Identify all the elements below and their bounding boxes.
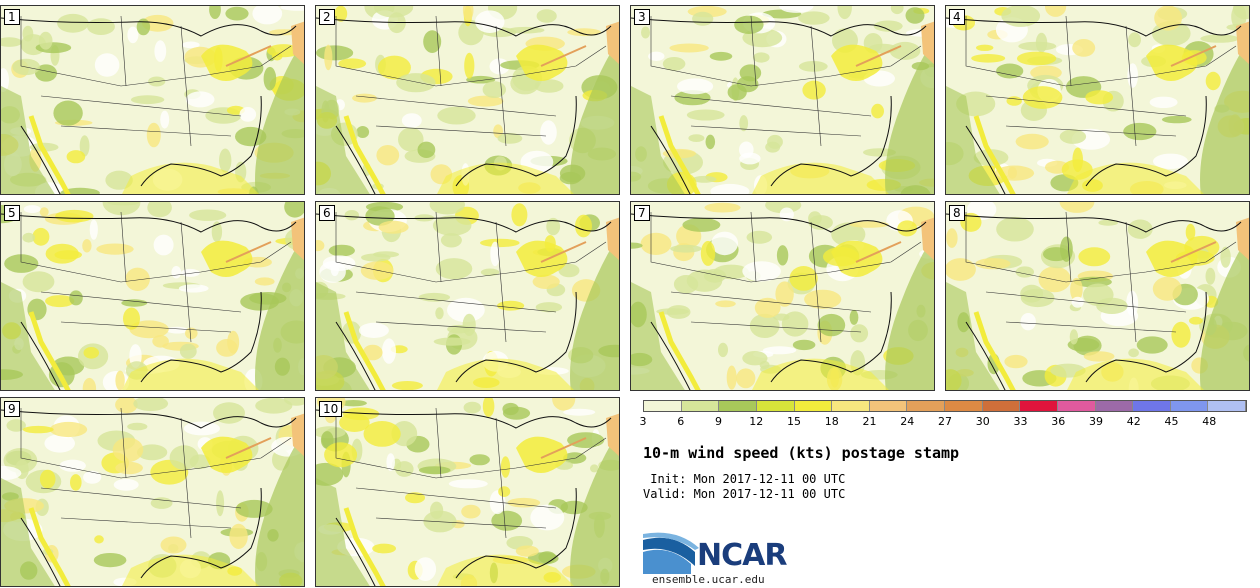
page-title: 10-m wind speed (kts) postage stamp — [643, 444, 960, 462]
member-number-label: 5 — [4, 205, 20, 221]
member-number-label: 7 — [634, 205, 650, 221]
member-number-label: 10 — [319, 401, 343, 417]
colorbar-tick-label: 24 — [900, 415, 915, 428]
stamp-panel-6: 6 — [315, 201, 620, 391]
stamp-panel-8: 8 — [945, 201, 1250, 391]
colorbar-tick-label: 9 — [715, 415, 722, 428]
ncar-logo-text: NCAR — [697, 538, 787, 573]
colorbar — [643, 400, 1247, 412]
colorbar-segment — [907, 401, 945, 411]
stamp-panel-10: 10 — [315, 397, 620, 587]
init-time: Init: Mon 2017-12-11 00 UTC — [643, 472, 846, 486]
colorbar-tick-label: 45 — [1164, 415, 1179, 428]
colorbar-tick-label: 15 — [787, 415, 801, 428]
stamp-panel-9: 9 — [0, 397, 305, 587]
colorbar-tick-label: 48 — [1202, 415, 1217, 428]
colorbar-segment — [756, 401, 795, 411]
stamp-panel-2: 2 — [315, 5, 620, 195]
colorbar-segment — [1095, 401, 1134, 411]
colorbar-segment — [794, 401, 833, 411]
stamp-panel-7: 7 — [630, 201, 935, 391]
colorbar-segment — [832, 401, 870, 411]
colorbar-tick-label: 6 — [677, 415, 685, 428]
member-number-label: 8 — [949, 205, 965, 221]
member-number-label: 1 — [4, 9, 20, 25]
stamp-panel-1: 1 — [0, 5, 305, 195]
colorbar-segment — [982, 401, 1021, 411]
member-number-label: 3 — [634, 9, 650, 25]
colorbar-segment — [869, 401, 908, 411]
ncar-logo-icon — [643, 532, 699, 574]
colorbar-tick-label: 18 — [824, 415, 839, 428]
member-number-label: 2 — [319, 9, 335, 25]
valid-time: Valid: Mon 2017-12-11 00 UTC — [643, 487, 846, 501]
colorbar-segment — [1170, 401, 1209, 411]
colorbar-tick-label: 12 — [749, 415, 764, 428]
colorbar-segment — [681, 401, 720, 411]
colorbar-segment — [719, 401, 757, 411]
colorbar-labels: 3 6 9 12 15 18 21 24 27 30 33 36 39 42 45 48 — [639, 415, 1247, 429]
colorbar-tick-label: 27 — [938, 415, 952, 428]
stamp-panel-5: 5 — [0, 201, 305, 391]
colorbar-segment — [644, 401, 682, 411]
colorbar-segment — [945, 401, 983, 411]
colorbar-tick-label: 3 — [639, 415, 647, 428]
colorbar-segment — [1208, 401, 1246, 411]
colorbar-tick-label: 30 — [975, 415, 990, 428]
colorbar-tick-label: 42 — [1126, 415, 1141, 428]
colorbar-tick-label: 33 — [1013, 415, 1028, 428]
member-number-label: 9 — [4, 401, 20, 417]
colorbar-segment — [1057, 401, 1096, 411]
colorbar-tick-label: 39 — [1089, 415, 1103, 428]
colorbar-segment — [1133, 401, 1171, 411]
colorbar-tick-label: 21 — [862, 415, 877, 428]
stamp-panel-4: 4 — [945, 5, 1250, 195]
member-number-label: 6 — [319, 205, 335, 221]
colorbar-tick-label: 36 — [1051, 415, 1066, 428]
stamp-panel-3: 3 — [630, 5, 935, 195]
colorbar-segment — [1020, 401, 1058, 411]
member-number-label: 4 — [949, 9, 965, 25]
website-url: ensemble.ucar.edu — [652, 573, 765, 586]
